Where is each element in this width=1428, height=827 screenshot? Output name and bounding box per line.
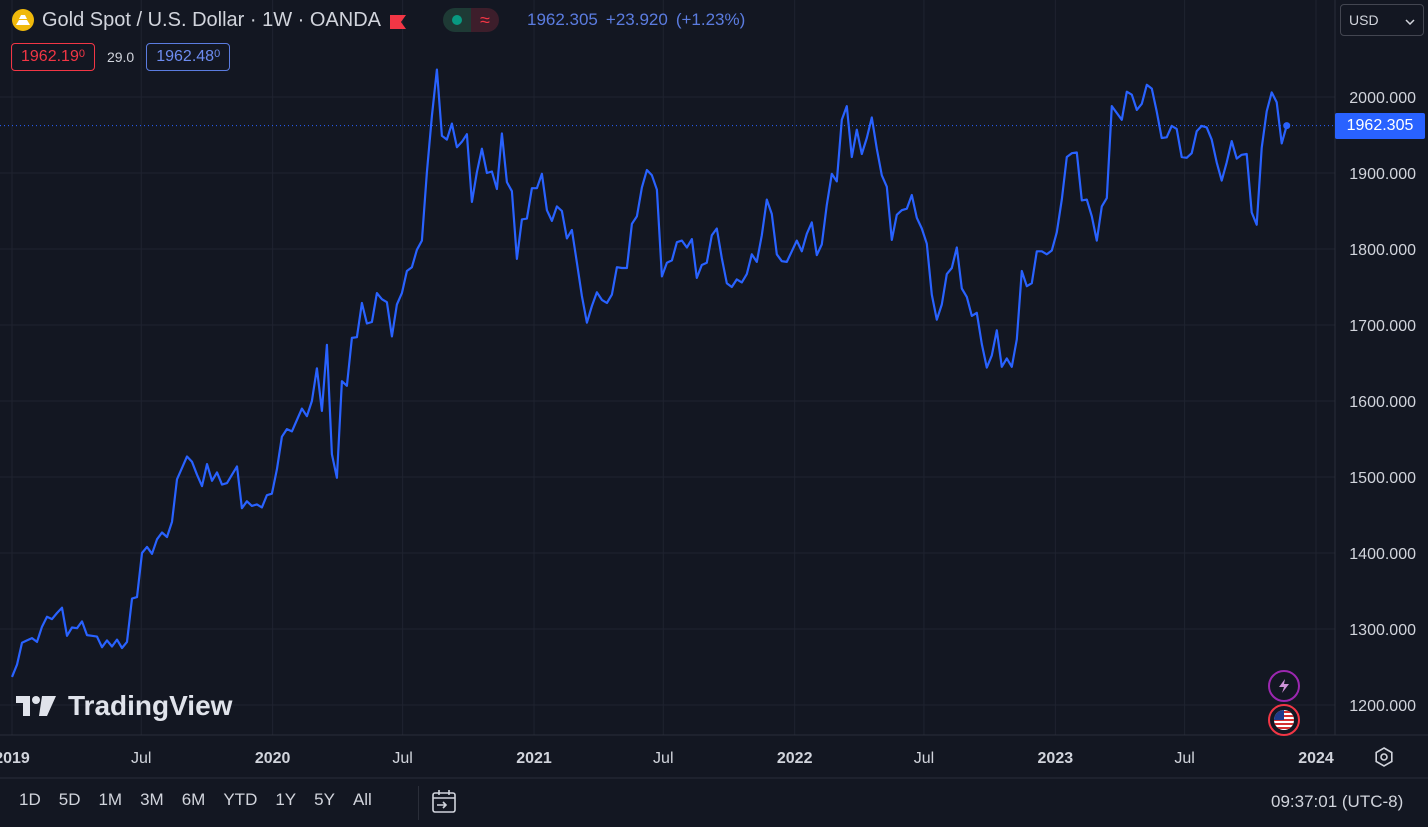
- x-tick-label: 2024: [1298, 750, 1334, 767]
- x-tick-label: 2021: [516, 750, 552, 767]
- bid-price-pip: 0: [78, 48, 85, 60]
- y-tick-label: 1600.000: [1349, 394, 1416, 411]
- quote-values: 1962.305 +23.920 (+1.23%): [527, 10, 745, 30]
- currency-value: USD: [1349, 12, 1379, 28]
- buy-button[interactable]: 1962.480: [146, 43, 231, 71]
- range-button-1y[interactable]: 1Y: [275, 790, 297, 809]
- x-tick-label: 2022: [777, 750, 813, 767]
- range-button-1m[interactable]: 1M: [98, 790, 123, 809]
- y-tick-label: 2000.000: [1349, 90, 1416, 107]
- lightning-icon[interactable]: [1268, 670, 1300, 702]
- x-tick-label: Jul: [914, 750, 934, 767]
- x-tick-label: Jul: [131, 750, 151, 767]
- price-change: +23.920: [605, 10, 668, 29]
- x-tick-label: 2023: [1038, 750, 1074, 767]
- toolbar-divider: [418, 786, 419, 820]
- range-button-all[interactable]: All: [352, 790, 372, 809]
- tradingview-logo-icon: [16, 696, 56, 716]
- bid-price: 1962.19: [21, 48, 79, 65]
- y-tick-label: 1200.000: [1349, 698, 1416, 715]
- currency-select[interactable]: USD: [1340, 4, 1424, 36]
- calendar-goto-icon[interactable]: [430, 788, 458, 816]
- range-button-1d[interactable]: 1D: [19, 790, 41, 809]
- range-button-5y[interactable]: 5Y: [314, 790, 335, 809]
- clock-timezone[interactable]: 09:37:01 (UTC-8): [1271, 792, 1404, 811]
- y-tick-label: 1800.000: [1349, 242, 1416, 259]
- series-last-point: [1283, 122, 1291, 130]
- y-tick-label: 1700.000: [1349, 318, 1416, 335]
- market-status-icon[interactable]: ≈: [442, 8, 499, 32]
- y-tick-label: 1900.000: [1349, 166, 1416, 183]
- y-tick-label: 1500.000: [1349, 470, 1416, 487]
- y-tick-label: 1400.000: [1349, 546, 1416, 563]
- bid-ask-panel: 1962.190 29.0 1962.480: [11, 43, 231, 71]
- x-tick-label: 2019: [0, 750, 30, 767]
- x-tick-label: Jul: [653, 750, 673, 767]
- x-tick-label: 2020: [255, 750, 291, 767]
- gold-coin-icon: [12, 9, 34, 31]
- range-button-ytd[interactable]: YTD: [223, 790, 258, 809]
- ask-price-pip: 0: [214, 48, 221, 60]
- price-change-percent: (+1.23%): [675, 10, 746, 29]
- x-tick-label: Jul: [1174, 750, 1194, 767]
- symbol-title[interactable]: Gold Spot / U.S. Dollar · 1W · OANDA: [42, 8, 381, 31]
- last-price: 1962.305: [526, 10, 598, 29]
- tradingview-logo-text: TradingView: [68, 690, 233, 721]
- last-price-tag: 1962.305: [1335, 112, 1425, 139]
- ask-price: 1962.48: [156, 48, 215, 65]
- range-button-3m[interactable]: 3M: [140, 790, 164, 809]
- spread-value: 29.0: [106, 49, 135, 65]
- range-toolbar: 1D 5D 1M 3M 6M YTD 1Y 5Y All: [10, 788, 381, 812]
- market-status-symbol: ≈: [470, 8, 499, 32]
- tradingview-logo[interactable]: TradingView: [14, 690, 232, 722]
- gear-icon[interactable]: [1373, 746, 1395, 768]
- us-flag-icon[interactable]: [1268, 704, 1300, 736]
- range-button-5d[interactable]: 5D: [58, 790, 81, 809]
- series-line: [10, 68, 1288, 678]
- range-button-6m[interactable]: 6M: [181, 790, 206, 809]
- symbol-header: Gold Spot / U.S. Dollar · 1W · OANDA ≈ 1…: [12, 6, 745, 34]
- chevron-down-icon: [1405, 12, 1415, 28]
- sell-button[interactable]: 1962.190: [11, 43, 95, 71]
- y-tick-label: 1300.000: [1349, 622, 1416, 639]
- x-tick-label: Jul: [392, 750, 412, 767]
- red-flag-icon[interactable]: [389, 13, 407, 29]
